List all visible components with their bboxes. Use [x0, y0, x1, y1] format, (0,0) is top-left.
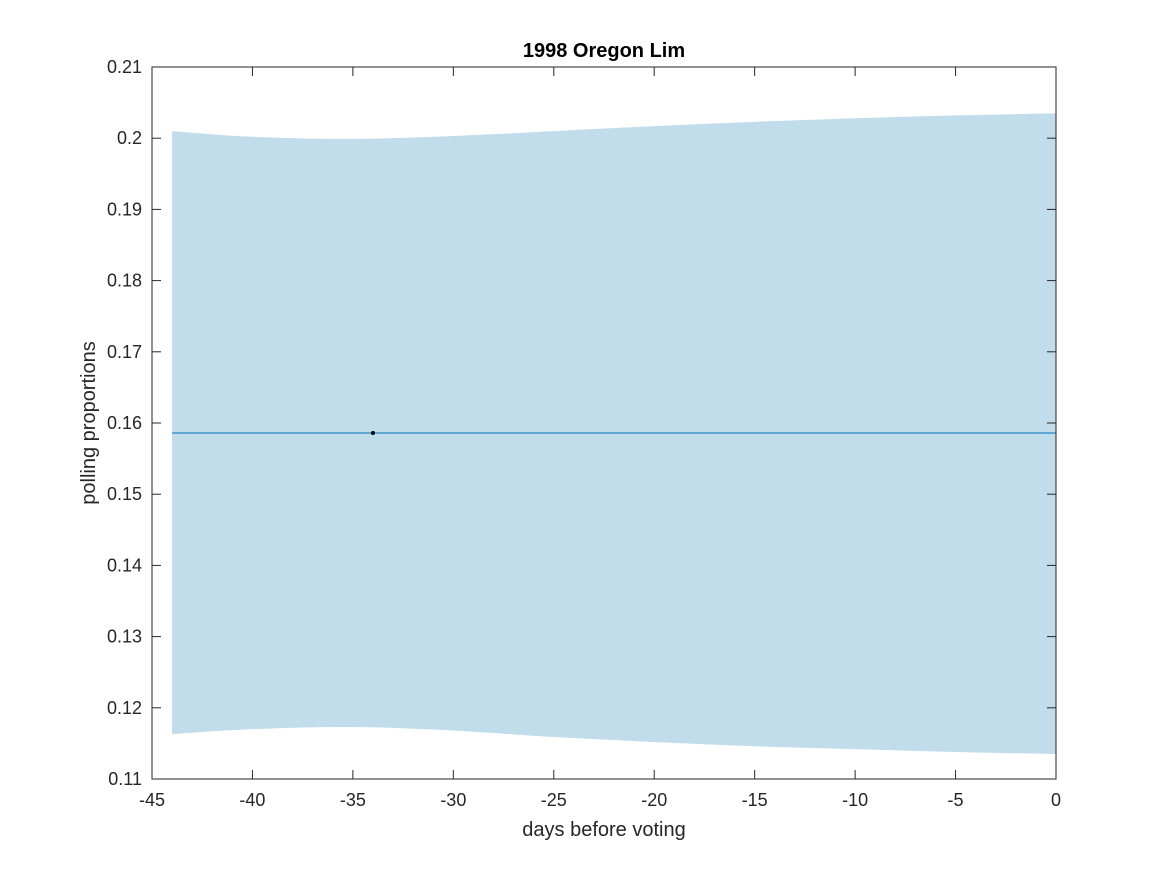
- x-tick-label: -10: [842, 790, 868, 810]
- x-tick-label: 0: [1051, 790, 1061, 810]
- x-tick-label: -15: [742, 790, 768, 810]
- ticks: -45 -40 -35 -30 -25 -20 -15 -10 -5 0 0.11 0.12 0.13 0…: [107, 57, 1061, 810]
- y-tick-label: 0.12: [107, 698, 142, 718]
- x-tick-label: -30: [440, 790, 466, 810]
- chart-title: 1998 Oregon Lim: [523, 40, 685, 62]
- x-tick-label: -5: [948, 790, 964, 810]
- y-tick-label: 0.13: [107, 627, 142, 647]
- y-tick-label: 0.18: [107, 271, 142, 291]
- x-tick-label: -35: [340, 790, 366, 810]
- x-tick-label: -45: [139, 790, 165, 810]
- x-tick-label: -20: [641, 790, 667, 810]
- y-tick-label: 0.15: [107, 484, 142, 504]
- y-axis-label: polling proportions: [78, 341, 100, 504]
- confidence-band: [172, 113, 1057, 755]
- y-tick-label: 0.19: [107, 199, 142, 219]
- y-tick-label: 0.14: [107, 555, 142, 575]
- x-axis-label: days before voting: [522, 819, 685, 841]
- poll-point: [370, 430, 375, 435]
- y-tick-label: 0.16: [107, 413, 142, 433]
- x-tick-label: -25: [541, 790, 567, 810]
- x-tick-label: -40: [239, 790, 265, 810]
- plot-area: [172, 113, 1057, 755]
- y-tick-label: 0.17: [107, 342, 142, 362]
- y-tick-label: 0.11: [108, 769, 142, 789]
- y-tick-label: 0.2: [117, 128, 142, 148]
- y-tick-label: 0.21: [107, 57, 142, 77]
